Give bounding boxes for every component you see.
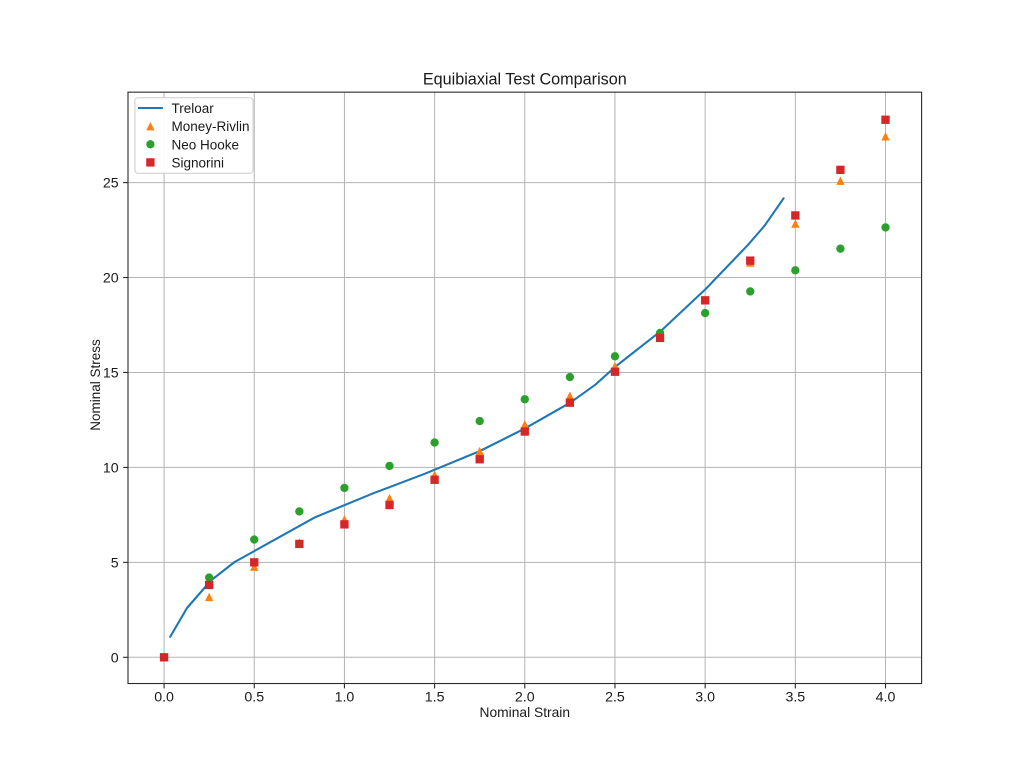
svg-text:10: 10 (103, 460, 119, 476)
svg-text:Signorini: Signorini (172, 155, 225, 170)
svg-text:20: 20 (103, 271, 119, 287)
svg-text:Neo Hooke: Neo Hooke (172, 137, 240, 152)
svg-text:Equibiaxial Test Comparison: Equibiaxial Test Comparison (423, 71, 627, 89)
svg-text:4.0: 4.0 (876, 690, 896, 706)
svg-text:3.0: 3.0 (695, 690, 715, 706)
svg-text:0.5: 0.5 (244, 690, 264, 706)
svg-text:Money-Rivlin: Money-Rivlin (172, 119, 250, 134)
svg-text:0: 0 (111, 650, 119, 666)
svg-text:Nominal Stress: Nominal Stress (88, 339, 103, 431)
svg-text:Treloar: Treloar (172, 101, 215, 116)
svg-text:1.0: 1.0 (335, 690, 355, 706)
svg-text:Nominal Strain: Nominal Strain (480, 705, 570, 720)
svg-text:3.5: 3.5 (785, 690, 805, 706)
svg-text:0.0: 0.0 (154, 690, 174, 706)
svg-text:2.5: 2.5 (605, 690, 625, 706)
svg-text:25: 25 (103, 176, 119, 192)
svg-text:2.0: 2.0 (515, 690, 535, 706)
svg-text:5: 5 (111, 555, 119, 571)
svg-text:1.5: 1.5 (425, 690, 445, 706)
svg-text:15: 15 (103, 365, 119, 381)
